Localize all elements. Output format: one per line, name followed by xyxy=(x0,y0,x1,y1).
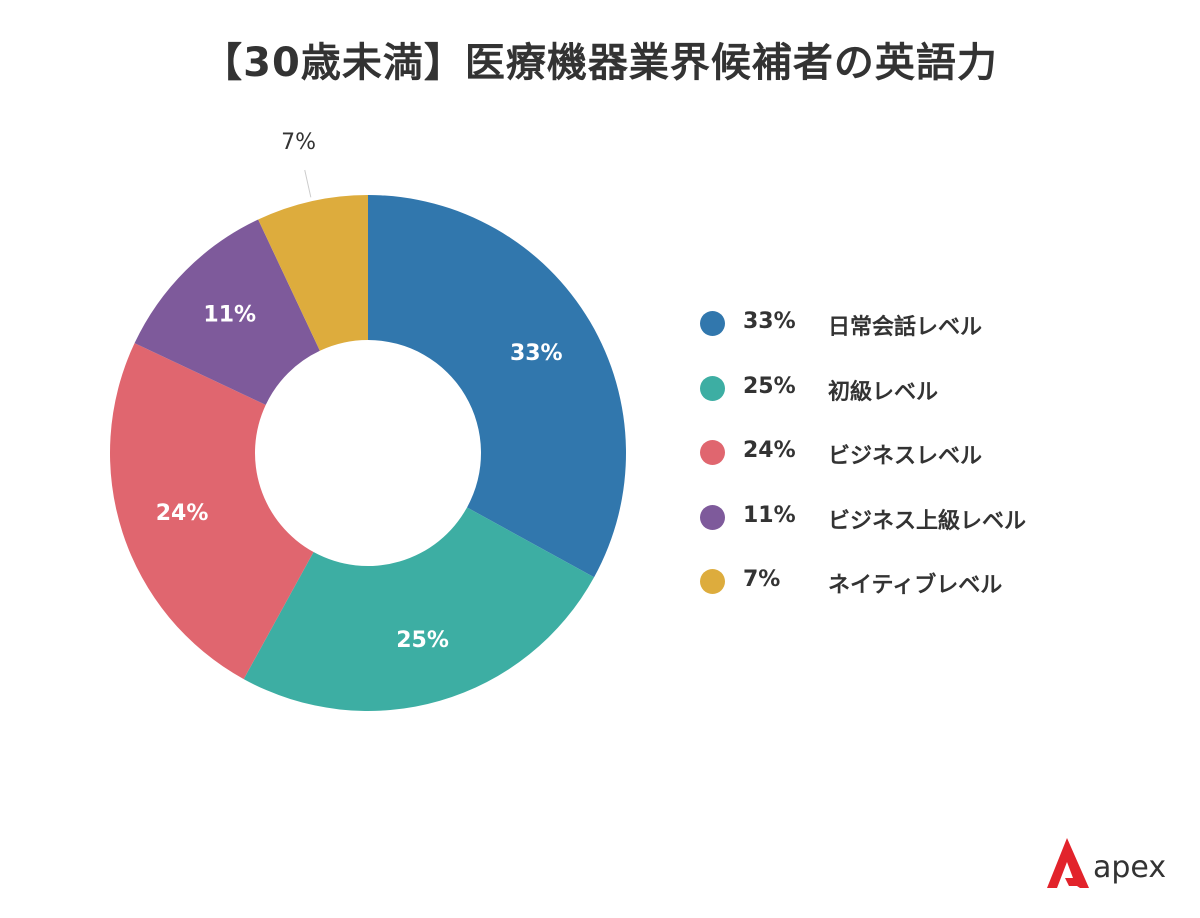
legend-swatch-4 xyxy=(700,569,725,594)
apex-logo-icon xyxy=(1047,838,1089,888)
slice-1 xyxy=(243,507,595,711)
legend-label-4: ネイティブレベル xyxy=(828,573,1003,598)
legend-percent-0: 33% xyxy=(743,309,796,334)
slice-4 xyxy=(258,195,368,351)
legend: 33% 日常会話レベル 25% 初級レベル 24% ビジネスレベル 11% ビジ… xyxy=(700,303,1120,626)
legend-label-3: ビジネス上級レベル xyxy=(828,508,1027,534)
slice-3 xyxy=(134,219,320,405)
legend-percent-4: 7% xyxy=(743,567,781,592)
legend-swatch-2 xyxy=(700,440,725,465)
data-label-3: 11% xyxy=(203,302,256,327)
legend-swatch-3 xyxy=(700,504,725,530)
data-label-1: 25% xyxy=(396,628,449,653)
legend-item-0: 33% 日常会話レベル xyxy=(700,303,1120,368)
labels-group: 33% 25% 24% 11% 7% xyxy=(156,130,563,653)
legend-swatch-1 xyxy=(700,375,725,401)
legend-label-0: 日常会話レベル xyxy=(828,315,983,340)
data-label-2: 24% xyxy=(156,501,209,526)
slices-group xyxy=(110,195,626,711)
apex-logo: apex xyxy=(1043,836,1173,892)
leader-line-4 xyxy=(304,169,312,198)
slice-0 xyxy=(368,195,626,578)
legend-item-4: 7% ネイティブレベル xyxy=(700,561,1120,626)
slice-2 xyxy=(110,343,314,680)
legend-label-2: ビジネスレベル xyxy=(828,444,983,469)
apex-logo-text: apex xyxy=(1093,850,1167,885)
legend-percent-2: 24% xyxy=(743,438,796,463)
legend-label-1: 初級レベル xyxy=(828,379,939,405)
legend-item-3: 11% ビジネス上級レベル xyxy=(700,497,1120,562)
legend-swatch-0 xyxy=(700,311,725,336)
legend-percent-3: 11% xyxy=(743,502,796,528)
data-label-4: 7% xyxy=(281,130,316,155)
chart-title: 【30歳未満】医療機器業界候補者の英語力 xyxy=(202,40,998,86)
legend-percent-1: 25% xyxy=(743,373,796,399)
data-label-0: 33% xyxy=(510,341,563,366)
legend-item-2: 24% ビジネスレベル xyxy=(700,432,1120,497)
legend-item-1: 25% 初級レベル xyxy=(700,368,1120,433)
